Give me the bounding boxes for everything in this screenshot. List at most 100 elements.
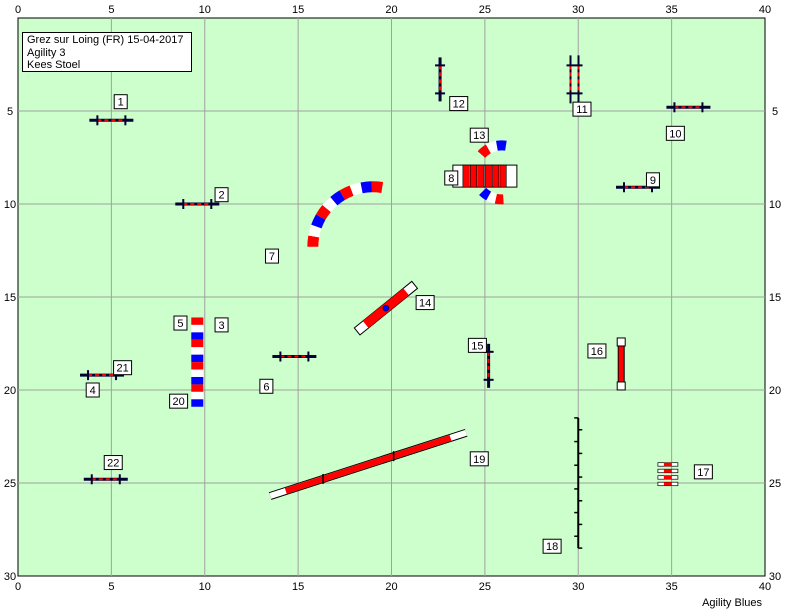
y-tick-left: 30 (4, 571, 16, 583)
y-tick-right: 5 (772, 106, 778, 118)
tunnel-segment (339, 185, 354, 200)
number-text: 15 (471, 340, 483, 352)
tunnel-segment (322, 196, 338, 213)
tire-slat (477, 164, 485, 188)
number-box (103, 455, 123, 471)
tunnel-segment (477, 144, 492, 158)
x-tick-top: 10 (199, 4, 211, 16)
number-text: 18 (546, 541, 558, 553)
tunnel-segment (486, 191, 498, 204)
jump-obstacle-6 (272, 351, 317, 362)
number-text: 20 (172, 396, 184, 408)
x-tick-bottom: 10 (199, 581, 211, 593)
wall-tower (616, 381, 626, 391)
x-tick-bottom: 20 (385, 581, 397, 593)
seesaw-pivot (382, 304, 390, 312)
y-tick-left: 5 (7, 106, 13, 118)
long-jump-obstacle-17 (657, 462, 679, 487)
y-tick-left: 15 (4, 292, 16, 304)
number-box (449, 96, 469, 112)
number-text: 2 (218, 190, 224, 202)
long-jump-stripe (663, 462, 672, 467)
number-box (572, 101, 592, 117)
x-tick-top: 0 (15, 4, 21, 16)
number-text: 17 (697, 467, 709, 479)
obstacle-number-8: 8 (444, 170, 459, 186)
wall-tower (616, 337, 626, 347)
x-tick-top: 35 (666, 4, 678, 16)
number-text: 10 (669, 128, 681, 140)
number-box (542, 538, 562, 554)
number-text: 13 (473, 130, 485, 142)
obstacle-number-17: 17 (693, 464, 713, 480)
x-tick-top: 15 (292, 4, 304, 16)
x-tick-bottom: 40 (759, 581, 771, 593)
number-text: 16 (591, 346, 603, 358)
number-box (467, 337, 487, 353)
x-tick-bottom: 35 (666, 581, 678, 593)
number-text: 6 (263, 381, 269, 393)
curved-tunnel-7 (307, 181, 384, 247)
jump-obstacle-2 (175, 199, 220, 209)
x-tick-bottom: 5 (108, 581, 114, 593)
number-text: 3 (218, 320, 224, 332)
obstacle-number-18: 18 (542, 538, 562, 554)
y-tick-right: 10 (769, 199, 781, 211)
jump-obstacle-12 (435, 57, 446, 102)
number-text: 12 (453, 99, 465, 111)
tunnel-segment (330, 190, 346, 206)
x-tick-bottom: 15 (292, 581, 304, 593)
x-tick-bottom: 25 (479, 581, 491, 593)
y-tick-left: 10 (4, 199, 16, 211)
obstacle-number-21: 21 (113, 360, 133, 376)
number-box (169, 393, 189, 409)
number-box (415, 295, 435, 311)
long-jump-stripe (663, 482, 672, 486)
number-box (113, 360, 133, 376)
number-box (259, 378, 274, 394)
app-brand: Agility Blues (702, 597, 762, 609)
obstacle-number-19: 19 (469, 451, 489, 467)
jump-obstacle-1 (89, 115, 134, 126)
number-text: 7 (269, 251, 275, 263)
number-text: 19 (473, 454, 485, 466)
number-box (85, 382, 100, 398)
tire-obstacle-8 (452, 164, 518, 188)
tunnel-end-lower (479, 187, 504, 205)
tunnel-segment (315, 205, 331, 220)
number-box (645, 172, 660, 188)
dogwalk-obstacle-19 (268, 428, 468, 500)
obstacle-number-3: 3 (214, 317, 229, 333)
tunnel-segment (360, 181, 373, 194)
number-box (113, 94, 128, 110)
number-box (469, 127, 489, 143)
number-box (693, 464, 713, 480)
x-tick-top: 30 (572, 4, 584, 16)
obstacle-number-14: 14 (415, 295, 435, 311)
tire-slat (469, 164, 477, 188)
obstacle-number-2: 2 (214, 187, 229, 203)
x-tick-top: 25 (479, 4, 491, 16)
tunnel-segment (307, 235, 320, 247)
course-equipment (80, 55, 711, 549)
double-jump-obstacle-11 (566, 55, 583, 104)
number-text: 9 (650, 175, 656, 187)
number-box (587, 343, 607, 359)
y-tick-left: 20 (4, 385, 16, 397)
tunnel-segment (494, 193, 504, 205)
x-tick-top: 20 (385, 4, 397, 16)
long-jump-stripe (663, 469, 672, 473)
obstacle-number-13: 13 (469, 127, 489, 143)
obstacle-number-9: 9 (645, 172, 660, 188)
y-tick-right: 20 (769, 385, 781, 397)
number-text: 11 (576, 104, 587, 116)
obstacle-number-22: 22 (103, 455, 123, 471)
y-tick-right: 30 (769, 571, 781, 583)
number-box (665, 125, 685, 141)
x-tick-top: 40 (759, 4, 771, 16)
tire-slat (492, 164, 500, 188)
tunnel-end-upper (477, 140, 507, 158)
number-text: 4 (90, 385, 96, 397)
number-text: 22 (107, 458, 119, 470)
